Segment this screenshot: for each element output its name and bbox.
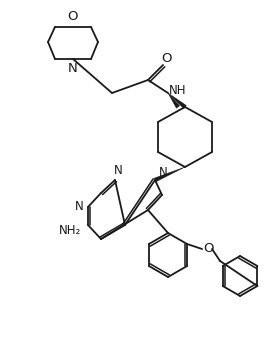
- Text: O: O: [161, 51, 171, 65]
- Text: N: N: [75, 201, 83, 213]
- Text: N: N: [159, 165, 167, 179]
- Text: O: O: [203, 242, 213, 256]
- Polygon shape: [168, 93, 180, 108]
- Text: NH: NH: [169, 84, 187, 98]
- Polygon shape: [154, 167, 185, 182]
- Text: NH₂: NH₂: [59, 224, 81, 236]
- Text: N: N: [68, 61, 78, 75]
- Polygon shape: [168, 93, 186, 109]
- Text: N: N: [114, 164, 122, 178]
- Text: O: O: [68, 11, 78, 23]
